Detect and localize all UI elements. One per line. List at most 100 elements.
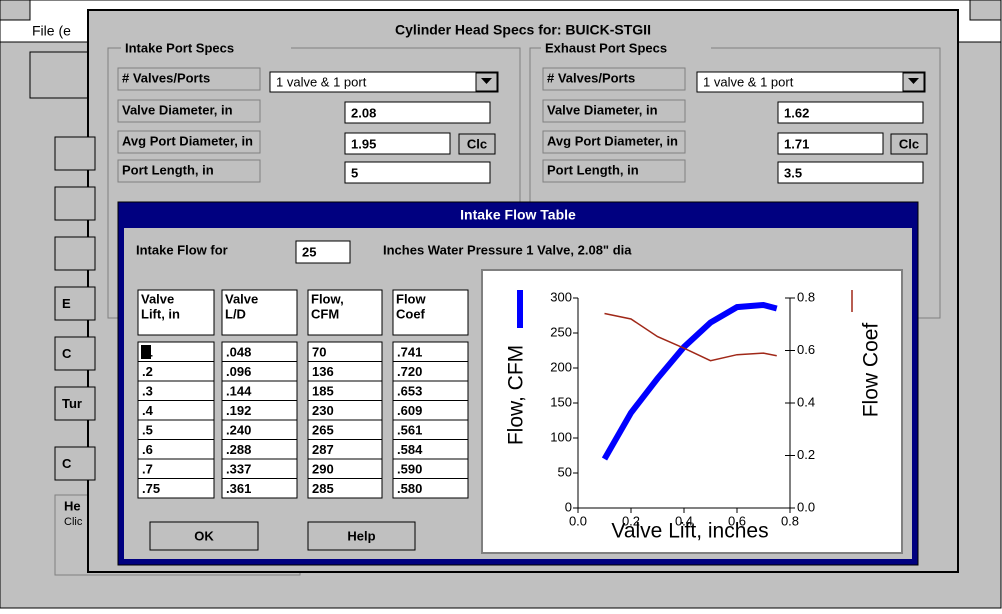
table-cell-text[interactable]: 136 <box>312 364 334 379</box>
column-header-text: Coef <box>396 306 426 321</box>
table-cell-text[interactable]: 290 <box>312 461 334 476</box>
text-input[interactable] <box>344 132 451 155</box>
input-value[interactable]: 1.62 <box>784 105 809 120</box>
combo-value[interactable]: 1 valve & 1 port <box>703 74 794 89</box>
table-cell-text[interactable]: .590 <box>397 461 422 476</box>
flow-dialog-title: Intake Flow Table <box>460 207 576 223</box>
input-value[interactable]: 5 <box>351 165 358 180</box>
table-cell-text[interactable]: .1 <box>142 344 153 359</box>
app-button[interactable] <box>54 136 96 171</box>
table-cell-text[interactable]: .288 <box>226 442 251 457</box>
field-label: Port Length, in <box>547 162 639 177</box>
table-cell-text[interactable]: .361 <box>226 481 251 496</box>
table-cell-text[interactable]: 230 <box>312 403 334 418</box>
table-cell-text[interactable]: 265 <box>312 422 334 437</box>
help-button[interactable] <box>307 521 416 551</box>
system-menu[interactable] <box>0 0 31 21</box>
input-value[interactable]: 3.5 <box>784 165 802 180</box>
app-button[interactable] <box>54 236 96 271</box>
app-button[interactable] <box>54 186 96 221</box>
text-input[interactable] <box>777 132 884 155</box>
text-input[interactable] <box>777 101 924 124</box>
restore-button[interactable] <box>969 0 1002 21</box>
text-input[interactable] <box>344 161 491 184</box>
y-tick-label: 150 <box>550 394 572 409</box>
pressure-value[interactable]: 25 <box>302 244 316 259</box>
text-input[interactable] <box>777 161 924 184</box>
table-cell-text[interactable]: .144 <box>226 383 252 398</box>
help-button-label[interactable]: Help <box>347 528 375 543</box>
group-title: Intake Port Specs <box>125 40 234 55</box>
legend-label: Flow, CFM <box>505 345 528 445</box>
table-cell-text[interactable]: .337 <box>226 461 251 476</box>
table-cell-text[interactable]: 285 <box>312 481 334 496</box>
table-cell-text[interactable]: .192 <box>226 403 251 418</box>
field-label-box <box>542 67 686 91</box>
combo-value[interactable]: 1 valve & 1 port <box>276 74 367 89</box>
table-cell-text[interactable]: .609 <box>397 403 422 418</box>
field-label: Avg Port Diameter, in <box>547 133 678 148</box>
table-cell-text[interactable]: .741 <box>397 344 422 359</box>
input-value[interactable]: 2.08 <box>351 105 376 120</box>
table-cell-text[interactable]: .096 <box>226 364 251 379</box>
table-cell-text[interactable]: 287 <box>312 442 334 457</box>
combo-box[interactable] <box>696 71 926 93</box>
input-value[interactable]: 1.71 <box>784 136 809 151</box>
table-cell[interactable] <box>221 478 298 499</box>
table-cell-text[interactable]: 70 <box>312 344 326 359</box>
x-tick-label: 0.4 <box>675 513 693 528</box>
calc-button[interactable] <box>890 133 928 155</box>
table-cell-text[interactable]: .580 <box>397 481 422 496</box>
pressure-input[interactable] <box>295 240 351 264</box>
calc-button[interactable] <box>458 133 496 155</box>
table-cell-text[interactable]: .720 <box>397 364 422 379</box>
table-cell-text[interactable]: .653 <box>397 383 422 398</box>
text-input[interactable] <box>344 101 491 124</box>
ok-button-label[interactable]: OK <box>194 528 214 543</box>
y2-tick-label: 0.0 <box>797 499 815 514</box>
app-button-label[interactable]: C <box>62 456 72 471</box>
table-cell-text[interactable]: .2 <box>142 364 153 379</box>
table-cell[interactable] <box>307 478 383 499</box>
table-cell-text[interactable]: .048 <box>226 344 251 359</box>
menu-item[interactable]: File (e <box>32 23 71 39</box>
y-tick-label: 250 <box>550 324 572 339</box>
data-line <box>601 301 778 461</box>
x-tick-label: 0.0 <box>569 513 587 528</box>
column-header <box>221 289 298 336</box>
y-tick-label: 0 <box>565 499 572 514</box>
help-text: Clic <box>64 516 83 528</box>
table-cell-text[interactable]: .3 <box>142 383 153 398</box>
table-cell[interactable] <box>392 478 469 499</box>
table-cell-text[interactable]: .5 <box>142 422 153 437</box>
app-button[interactable] <box>54 446 96 481</box>
input-value[interactable]: 1.95 <box>351 136 376 151</box>
calc-button-label[interactable]: Clc <box>467 136 487 151</box>
field-label-box <box>542 130 686 154</box>
table-cell-text[interactable]: .240 <box>226 422 251 437</box>
table-cell[interactable] <box>137 478 215 499</box>
table-cell-text[interactable]: 185 <box>312 383 334 398</box>
table-cell-text[interactable]: .6 <box>142 442 153 457</box>
table-cell-text[interactable]: .561 <box>397 422 422 437</box>
group-title-bg <box>121 41 291 55</box>
column-header-text: Valve <box>141 291 174 306</box>
field-label: Valve Diameter, in <box>547 102 658 117</box>
x-tick-label: 0.8 <box>781 513 799 528</box>
combo-box[interactable] <box>269 71 499 93</box>
table-cell-text[interactable]: .584 <box>397 442 423 457</box>
table-cell-text[interactable]: .75 <box>142 481 160 496</box>
app-button[interactable] <box>54 386 96 421</box>
table-cell-text[interactable]: .7 <box>142 461 153 476</box>
combo-arrow-icon <box>908 78 919 84</box>
app-button[interactable] <box>54 286 96 321</box>
app-button-label[interactable]: Tur <box>62 396 82 411</box>
calc-button-label[interactable]: Clc <box>899 136 919 151</box>
app-button-label[interactable]: C <box>62 346 72 361</box>
ok-button[interactable] <box>149 521 259 551</box>
app-button-label[interactable]: E <box>62 296 71 311</box>
x-tick-label: 0.6 <box>728 513 746 528</box>
app-button[interactable] <box>54 336 96 371</box>
table-cell-text[interactable]: .4 <box>142 403 154 418</box>
toolbar-icon[interactable] <box>29 51 91 99</box>
